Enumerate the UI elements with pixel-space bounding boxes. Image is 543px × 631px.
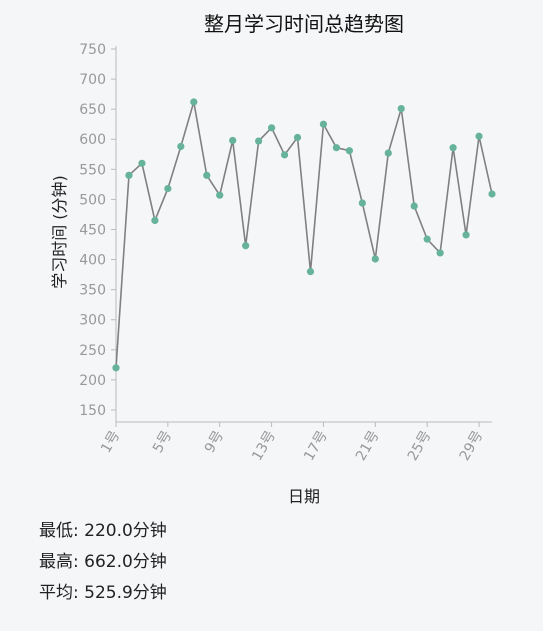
data-point [397, 104, 405, 113]
data-point [125, 171, 133, 179]
data-point [280, 151, 289, 159]
y-tick-label: 300 [79, 313, 106, 329]
series-line [115, 101, 493, 368]
x-tick-label: 25号 [405, 428, 435, 464]
data-point [216, 191, 224, 199]
data-point [319, 120, 328, 128]
data-point [423, 235, 431, 243]
x-axis-label: 日期 [288, 487, 320, 506]
avg-stat: 平均: 525.9分钟 [39, 583, 167, 603]
data-point [203, 171, 211, 179]
y-tick-label: 200 [79, 373, 106, 389]
data-point [384, 149, 392, 157]
data-point [488, 190, 496, 198]
data-point [410, 202, 418, 210]
x-tick-label: 17号 [301, 428, 331, 464]
x-tick-label: 5号 [150, 428, 175, 456]
data-point [138, 159, 146, 167]
data-point [164, 184, 172, 193]
data-point [345, 147, 353, 155]
data-point [267, 124, 276, 132]
x-tick-label: 13号 [249, 428, 279, 464]
data-point [112, 364, 120, 372]
x-tick-label: 29号 [457, 428, 487, 464]
data-point [229, 136, 237, 145]
min-stat: 最低: 220.0分钟 [39, 521, 167, 541]
data-point [436, 249, 444, 257]
y-tick-label: 250 [79, 343, 106, 359]
data-point [177, 142, 185, 151]
y-tick-label: 500 [79, 192, 106, 208]
y-tick-label: 150 [79, 403, 106, 419]
data-point [293, 133, 302, 142]
data-point [242, 242, 250, 250]
data-point [358, 199, 366, 207]
data-point [190, 98, 198, 106]
data-point [371, 255, 379, 263]
data-point [449, 144, 457, 152]
data-point [332, 144, 341, 152]
data-point [475, 132, 483, 140]
y-tick-label: 750 [79, 42, 106, 58]
y-tick-label: 700 [79, 72, 106, 88]
data-point [306, 268, 315, 276]
y-tick-label: 350 [79, 283, 106, 299]
y-tick-label: 600 [79, 132, 106, 148]
y-tick-label: 650 [79, 102, 106, 118]
y-tick-label: 400 [79, 253, 106, 269]
stats-panel: 最低: 220.0分钟 最高: 662.0分钟 平均: 525.9分钟 [39, 516, 167, 609]
data-point [151, 216, 159, 225]
y-tick-label: 450 [79, 222, 106, 238]
data-point [462, 231, 470, 239]
x-tick-label: 21号 [353, 428, 383, 464]
y-tick-label: 550 [79, 162, 106, 178]
y-axis-label: 学习时间 (分钟) [50, 175, 69, 289]
x-tick-label: 1号 [98, 428, 123, 456]
line-chart: 整月学习时间总趋势图 学习时间 (分钟) 日期 150 200 250 300 350 4… [50, 12, 496, 506]
max-stat: 最高: 662.0分钟 [39, 552, 167, 572]
x-tick-label: 9号 [202, 428, 227, 456]
chart-title: 整月学习时间总趋势图 [204, 12, 404, 36]
data-point [255, 137, 263, 145]
